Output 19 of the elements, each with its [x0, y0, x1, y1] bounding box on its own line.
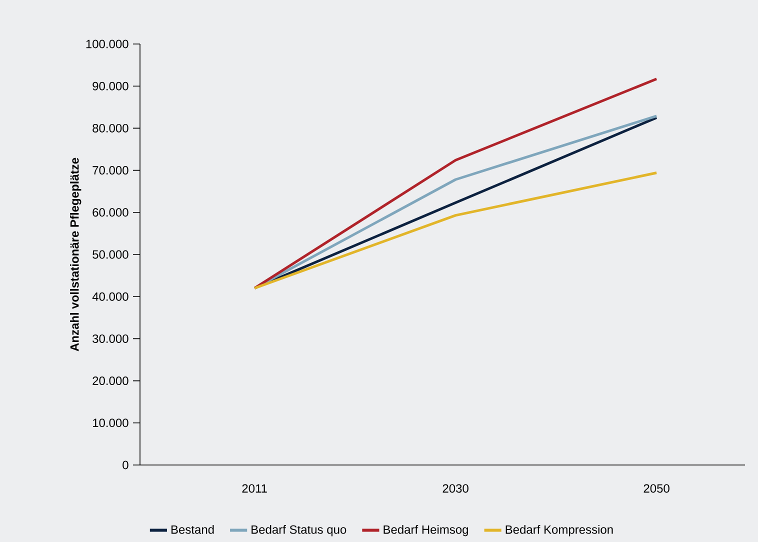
y-tick-label: 40.000 [92, 292, 128, 301]
x-tick-label: 2030 [442, 484, 468, 493]
x-tick-label: 2050 [644, 484, 670, 493]
y-tick-label: 10.000 [93, 418, 128, 428]
legend-label: Bedarf Status quo [252, 525, 346, 536]
legend-label: Bedarf Kompression [506, 525, 613, 536]
y-tick-label: 70.000 [92, 166, 128, 175]
legend-label: Bestand [171, 525, 214, 534]
y-tick-label: 30.000 [92, 334, 128, 343]
x-tick-label: 2011 [242, 484, 267, 493]
y-tick-label: 50.000 [92, 250, 128, 259]
y-tick-label: 80.000 [92, 124, 128, 132]
legend-label: Bedarf Heimsog [384, 525, 468, 536]
y-axis-title: Anzahl vollstationäre Pflegeplätze [70, 158, 82, 352]
y-tick-label: 60.000 [92, 208, 128, 217]
y-tick-label: 0 [122, 460, 128, 470]
y-tick-label: 90.000 [92, 82, 128, 90]
y-tick-label: 100.000 [86, 40, 128, 48]
y-tick-label: 20.000 [92, 376, 128, 386]
